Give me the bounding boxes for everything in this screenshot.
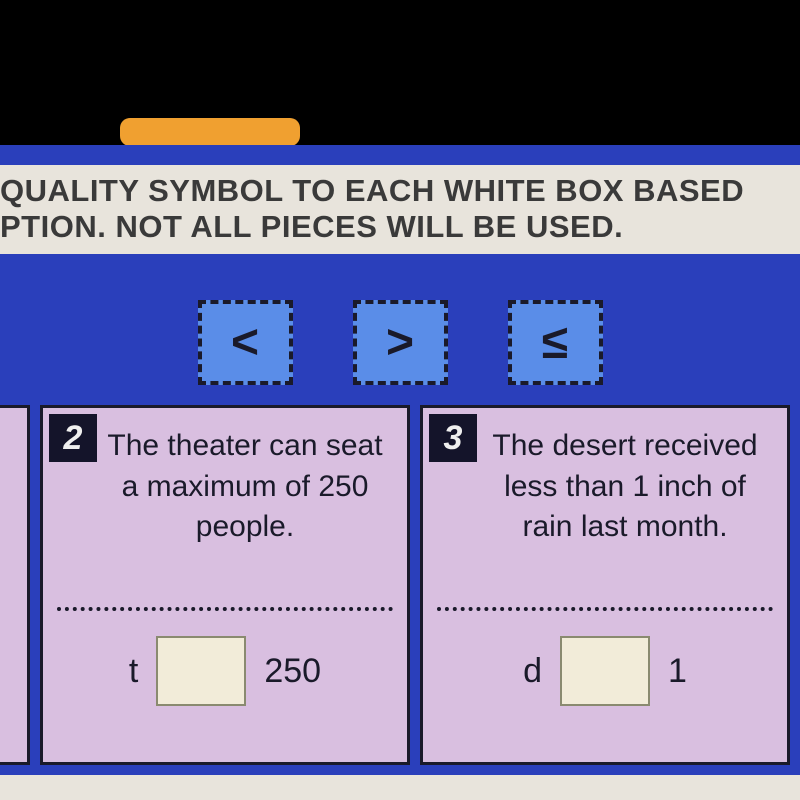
cards-row: 2 The theater can seat a maximum of 250 … <box>0 405 800 765</box>
problem-text: The theater can seat a maximum of 250 pe… <box>57 422 393 607</box>
card-divider <box>437 607 773 611</box>
answer-value: 250 <box>264 652 321 691</box>
instruction-line-2: PTION. NOT ALL PIECES WILL BE USED. <box>0 209 800 245</box>
symbol-tile-greater-than[interactable]: > <box>353 300 448 385</box>
answer-dropzone[interactable] <box>156 636 246 706</box>
symbol-tile-less-equal[interactable]: ≤ <box>508 300 603 385</box>
problem-card-2: 2 The theater can seat a maximum of 250 … <box>40 405 410 765</box>
orange-tab <box>120 118 300 146</box>
problem-text: The desert received less than 1 inch of … <box>437 422 773 607</box>
partial-card-left <box>0 405 30 765</box>
card-divider <box>57 607 393 611</box>
answer-variable: d <box>523 652 542 691</box>
answer-row: d 1 <box>437 636 773 706</box>
black-top-region <box>0 0 800 130</box>
instruction-bar: QUALITY SYMBOL TO EACH WHITE BOX BASED P… <box>0 165 800 254</box>
card-number-badge: 2 <box>49 414 97 462</box>
symbols-row: < > ≤ <box>0 300 800 385</box>
problem-card-3: 3 The desert received less than 1 inch o… <box>420 405 790 765</box>
symbol-tile-less-than[interactable]: < <box>198 300 293 385</box>
symbol-label: < <box>231 315 259 370</box>
answer-variable: t <box>129 652 138 691</box>
symbol-label: > <box>386 315 414 370</box>
answer-dropzone[interactable] <box>560 636 650 706</box>
symbol-label: ≤ <box>542 315 568 370</box>
card-number-badge: 3 <box>429 414 477 462</box>
bottom-strip <box>0 775 800 800</box>
answer-row: t 250 <box>57 636 393 706</box>
answer-value: 1 <box>668 652 687 691</box>
instruction-line-1: QUALITY SYMBOL TO EACH WHITE BOX BASED <box>0 173 800 209</box>
